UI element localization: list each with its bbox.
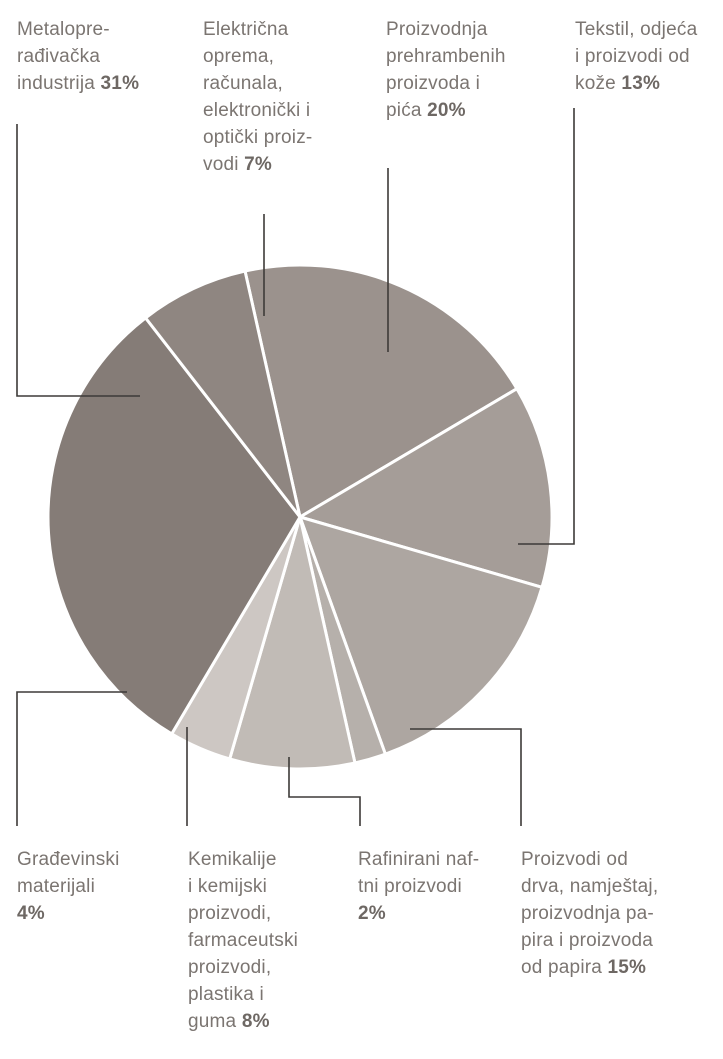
leader-line-6 [16, 124, 140, 397]
slice-label-text: Rafinirani naf- tni proizvodi [358, 849, 480, 897]
slice-label-7: Električna oprema, računala, elektroničk… [203, 16, 312, 178]
pie-slice-0 [243, 263, 519, 519]
slice-label-1: Tekstil, odjeća i proizvodi od kože 13% [575, 16, 697, 97]
leader-line-1 [518, 108, 575, 545]
slice-label-text: Proizvodi od drva, namještaj, proizvodnj… [521, 849, 659, 978]
pie-slice-2 [298, 515, 544, 756]
pie-slice-1 [298, 387, 554, 589]
pie-slice-7 [144, 269, 302, 519]
leader-line-2 [410, 728, 522, 826]
slice-label-text: Proizvodnja prehrambenih proizvoda i pić… [386, 19, 506, 121]
slice-label-text: Građevinski materijali [17, 849, 120, 897]
leader-line-3 [288, 757, 361, 826]
slice-label-4: Kemikalije i kemijski proizvodi, farmace… [188, 846, 298, 1035]
slice-label-text: Tekstil, odjeća i proizvodi od kože [575, 19, 698, 94]
slice-label-3: Rafinirani naf- tni proizvodi 2% [358, 846, 479, 927]
slice-label-text: Kemikalije i kemijski proizvodi, farmace… [188, 849, 299, 1032]
slice-label-5: Građevinski materijali 4% [17, 846, 120, 927]
slice-label-percent: 31% [100, 73, 140, 94]
slice-label-6: Metalopre- rađivačka industrija 31% [17, 16, 139, 97]
slice-label-percent: 4% [17, 903, 45, 924]
slice-label-2: Proizvodi od drva, namještaj, proizvodnj… [521, 846, 658, 981]
slice-label-percent: 20% [427, 100, 466, 121]
leader-line-5 [16, 691, 127, 826]
slice-label-0: Proizvodnja prehrambenih proizvoda i pić… [386, 16, 506, 124]
slice-label-percent: 2% [358, 903, 386, 924]
slice-label-text: Električna oprema, računala, elektroničk… [203, 19, 313, 175]
pie-slice-6 [46, 316, 302, 736]
slice-label-percent: 7% [244, 154, 273, 175]
slice-label-percent: 13% [621, 73, 661, 94]
slice-label-percent: 15% [607, 957, 647, 978]
slice-label-text: Metalopre- rađivačka industrija [17, 19, 110, 94]
slice-label-percent: 8% [241, 1011, 270, 1032]
pie-slice-4 [228, 515, 357, 771]
